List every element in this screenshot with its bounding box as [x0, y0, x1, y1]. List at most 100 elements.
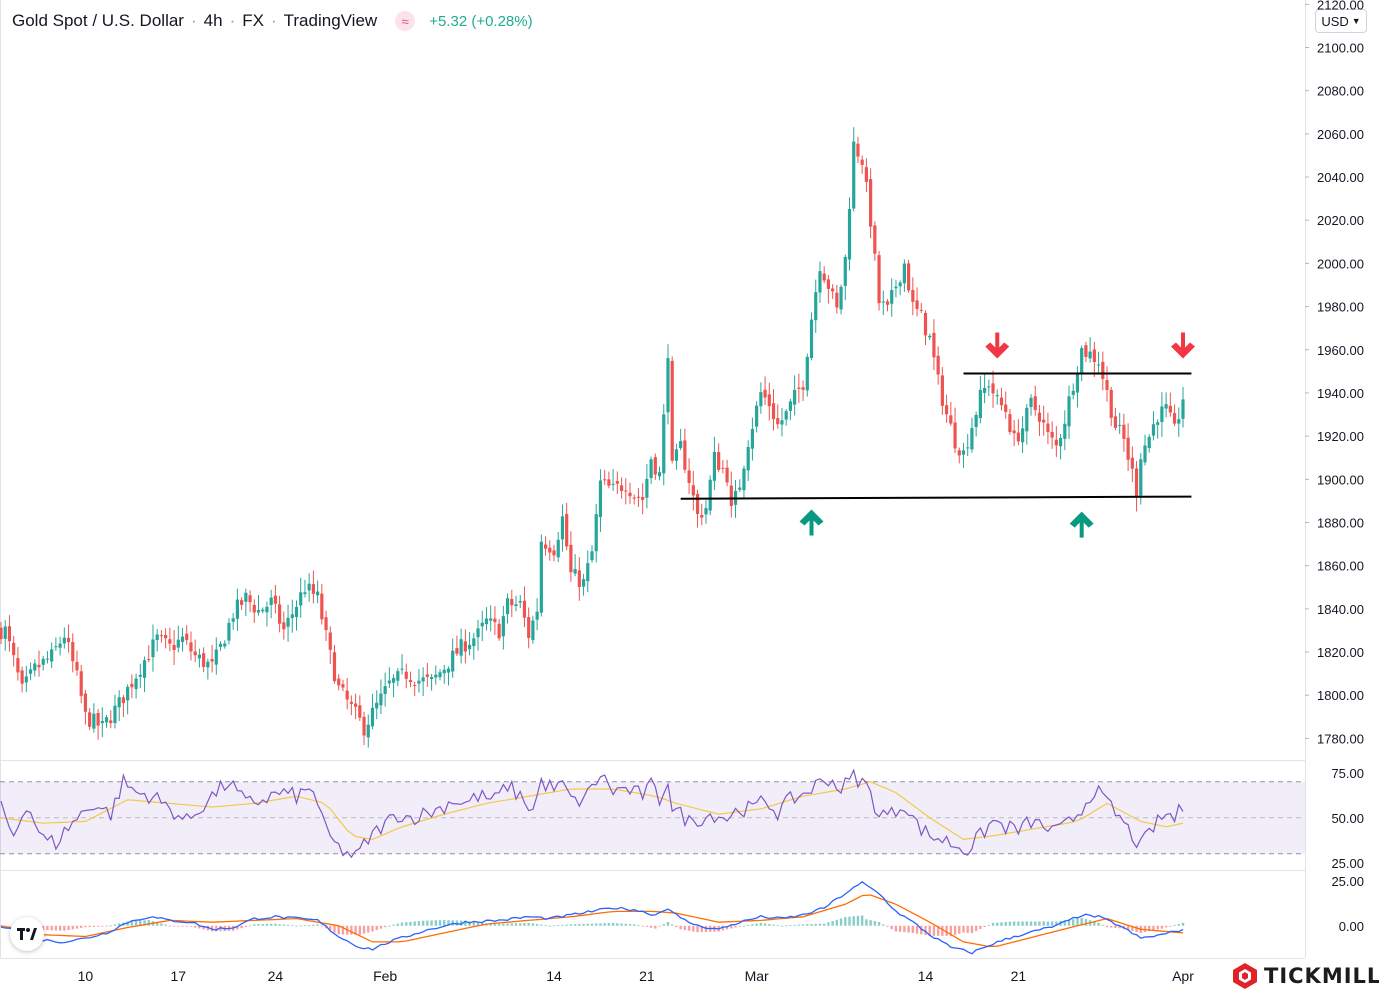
macd-histogram-bar	[873, 921, 877, 926]
price-candle	[113, 694, 117, 729]
price-candle	[172, 629, 176, 666]
macd-histogram-bar	[1050, 921, 1054, 926]
price-candle	[763, 376, 767, 405]
candle-body	[657, 472, 662, 477]
candle-body	[961, 450, 966, 455]
price-candle	[788, 398, 793, 421]
interval-label[interactable]: 4h	[203, 11, 223, 30]
price-candle	[898, 280, 902, 296]
candle-body	[636, 496, 641, 498]
price-candle	[1042, 405, 1046, 436]
price-candle	[332, 644, 337, 684]
price-candle	[290, 599, 294, 633]
price-candle	[860, 155, 864, 174]
macd-histogram-bar	[793, 924, 796, 926]
time-tick-label: Feb	[373, 968, 397, 984]
candle-body	[1080, 348, 1084, 374]
macd-histogram-bar	[1076, 918, 1079, 926]
macd-histogram-bar	[443, 920, 446, 926]
candle-body	[425, 674, 429, 677]
candle-body	[662, 414, 666, 474]
macd-histogram-bar	[692, 925, 695, 932]
approx-icon[interactable]: ≈	[395, 11, 416, 31]
price-candle	[957, 447, 961, 464]
macd-histogram-bar	[1055, 921, 1058, 926]
price-candle	[885, 299, 890, 312]
arrow-shape	[1069, 511, 1094, 538]
candle-body	[155, 634, 159, 641]
macd-histogram-bar	[1038, 921, 1041, 926]
macd-histogram-bar	[375, 925, 378, 931]
candle-body	[902, 263, 906, 284]
candle-body	[493, 618, 497, 623]
candle-body	[755, 405, 759, 427]
price-candle	[700, 503, 704, 526]
candle-body	[1134, 468, 1139, 498]
time-tick-label: 14	[918, 968, 934, 984]
candle-body	[16, 658, 20, 673]
price-candle	[945, 394, 949, 423]
candle-body	[489, 618, 493, 621]
macd-histogram-bar	[333, 925, 336, 933]
candle-body	[721, 467, 725, 469]
macd-histogram-bar	[257, 924, 260, 926]
macd-histogram-bar	[810, 924, 813, 926]
price-candle	[155, 629, 159, 652]
candle-body	[856, 143, 860, 157]
candle-body	[978, 389, 982, 419]
price-candle	[953, 407, 957, 454]
macd-histogram-bar	[400, 922, 404, 926]
macd-histogram-bar	[924, 925, 927, 936]
candle-body	[1130, 457, 1134, 469]
candle-body	[843, 256, 847, 286]
candle-body	[1113, 416, 1118, 428]
candle-body	[704, 508, 708, 515]
price-candle	[1004, 391, 1008, 419]
price-candle	[1109, 387, 1113, 427]
macd-pane[interactable]	[0, 880, 1185, 955]
tradingview-logo[interactable]	[10, 917, 44, 951]
macd-histogram-bar	[269, 923, 273, 926]
macd-histogram-bar	[362, 925, 366, 934]
candle-body	[586, 563, 590, 582]
price-candle	[577, 557, 581, 601]
candle-body	[548, 547, 552, 553]
rsi-pane[interactable]	[0, 768, 1305, 859]
price-candle	[539, 534, 543, 617]
macd-histogram-bar	[814, 923, 817, 926]
price-candle	[1118, 412, 1122, 435]
price-candle	[265, 601, 269, 627]
price-candle	[446, 666, 451, 686]
candle-body	[742, 468, 746, 491]
macd-histogram-bar	[67, 925, 70, 931]
macd-histogram-bar	[569, 924, 573, 926]
price-tick-label: 1940.00	[1317, 386, 1364, 401]
price-candle	[649, 456, 653, 484]
macd-histogram-bar	[113, 924, 117, 926]
macd-histogram-bar	[274, 923, 277, 926]
candle-body	[83, 693, 88, 712]
price-candle	[261, 607, 265, 614]
price-candle	[451, 638, 455, 678]
candle-body	[24, 676, 28, 683]
macd-histogram-bar	[291, 925, 294, 927]
price-candle	[573, 554, 577, 577]
macd-histogram-bar	[502, 923, 505, 926]
macd-histogram-bar	[472, 921, 475, 926]
price-pane[interactable]	[0, 127, 1195, 748]
macd-histogram-bar	[531, 923, 535, 926]
currency-select[interactable]: USD ▼	[1315, 9, 1367, 33]
symbol-title[interactable]: Gold Spot / U.S. Dollar	[12, 11, 184, 30]
macd-histogram-bar	[953, 925, 957, 935]
macd-histogram-bar	[244, 925, 248, 927]
price-candle	[425, 663, 429, 687]
candle-body	[632, 497, 636, 499]
macd-histogram-bar	[248, 925, 252, 927]
price-candle	[493, 606, 497, 636]
candle-body	[134, 678, 138, 690]
candle-body	[290, 614, 294, 618]
candle-body	[1096, 364, 1101, 366]
macd-histogram-bar	[189, 925, 193, 927]
macd-histogram-bar	[839, 918, 843, 926]
